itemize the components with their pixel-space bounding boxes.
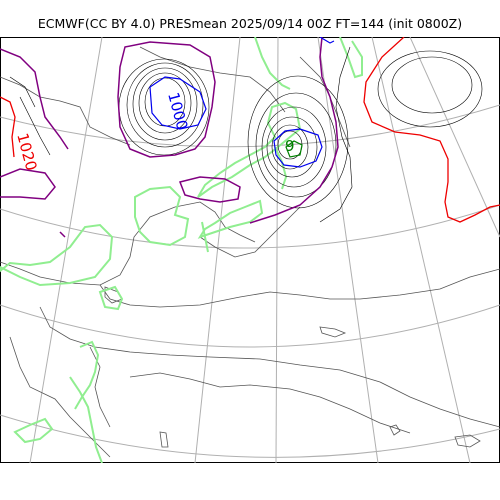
- meridian-line: [371, 37, 471, 463]
- isobar: [138, 72, 192, 134]
- blue-isobar: [273, 128, 323, 168]
- isobars-high: [0, 37, 500, 223]
- red-isobar: [363, 37, 500, 223]
- shaded-contours: [0, 37, 363, 463]
- isobar: [9, 76, 36, 108]
- meridian-line: [275, 37, 279, 463]
- coastline: [299, 56, 351, 148]
- purple-isobar: [249, 37, 339, 224]
- latitude-line: [0, 204, 500, 249]
- coastline: [389, 424, 401, 436]
- isobar: [132, 67, 198, 141]
- isobar: [377, 50, 483, 128]
- coastline: [99, 268, 500, 308]
- green-contour: [0, 223, 114, 287]
- pressure-map: 1000 1020 9: [0, 37, 500, 463]
- coastline: [104, 286, 123, 304]
- green-contour: [254, 37, 291, 90]
- coastline: [129, 372, 411, 434]
- coastline: [9, 336, 111, 458]
- isobar: [319, 46, 353, 223]
- isobar: [118, 58, 210, 156]
- high-pressure-label: 1020: [13, 131, 40, 173]
- map-title: ECMWF(CC BY 4.0) PRESmean 2025/09/14 00Z…: [37, 16, 463, 31]
- isobar: [255, 92, 337, 198]
- isobars-mid: [0, 37, 339, 238]
- latitude-line: [0, 104, 500, 148]
- purple-isobar: [59, 231, 66, 238]
- blue-isobar: [149, 76, 207, 130]
- meridian-line: [194, 37, 241, 463]
- red-isobar: [0, 96, 16, 158]
- green-contour: [69, 376, 103, 463]
- latitude-line: [0, 304, 500, 348]
- coastline: [319, 326, 347, 338]
- isobar: [126, 62, 204, 148]
- latitude-line: [0, 414, 500, 458]
- isobars-low: [149, 37, 335, 168]
- isobar: [391, 56, 473, 114]
- isobars: [9, 46, 483, 223]
- graticule: [0, 37, 500, 463]
- meridian-line: [317, 37, 379, 463]
- isobar: [19, 96, 51, 156]
- coastlines: [0, 46, 500, 458]
- meridian-line: [409, 37, 500, 238]
- green-contour: [201, 221, 209, 253]
- coastline: [0, 76, 131, 146]
- isobar: [261, 106, 327, 188]
- coastline: [139, 46, 286, 113]
- green-contour: [339, 37, 363, 79]
- green-contour: [74, 340, 100, 410]
- coastline: [199, 206, 301, 258]
- isobar: [247, 75, 349, 209]
- green-contour: [274, 146, 288, 190]
- green-contour: [197, 101, 302, 198]
- green-contour: [98, 285, 124, 311]
- coastline: [89, 346, 111, 428]
- purple-isobar: [0, 168, 56, 200]
- map-frame: [0, 37, 500, 463]
- coastline: [159, 431, 169, 448]
- coastline: [0, 201, 256, 286]
- green-contour: [134, 185, 190, 247]
- low-center-label: 9: [285, 137, 295, 155]
- isobar: [266, 116, 318, 178]
- coastline: [454, 434, 481, 448]
- green-contour: [197, 199, 264, 239]
- coastline: [39, 306, 500, 428]
- low-center-contour: [285, 140, 303, 158]
- isobar: [271, 124, 309, 170]
- purple-isobar: [178, 176, 241, 203]
- green-contour: [13, 417, 54, 444]
- purple-isobar: [0, 48, 69, 150]
- blue-isobar: [319, 37, 335, 44]
- purple-isobar: [117, 41, 216, 158]
